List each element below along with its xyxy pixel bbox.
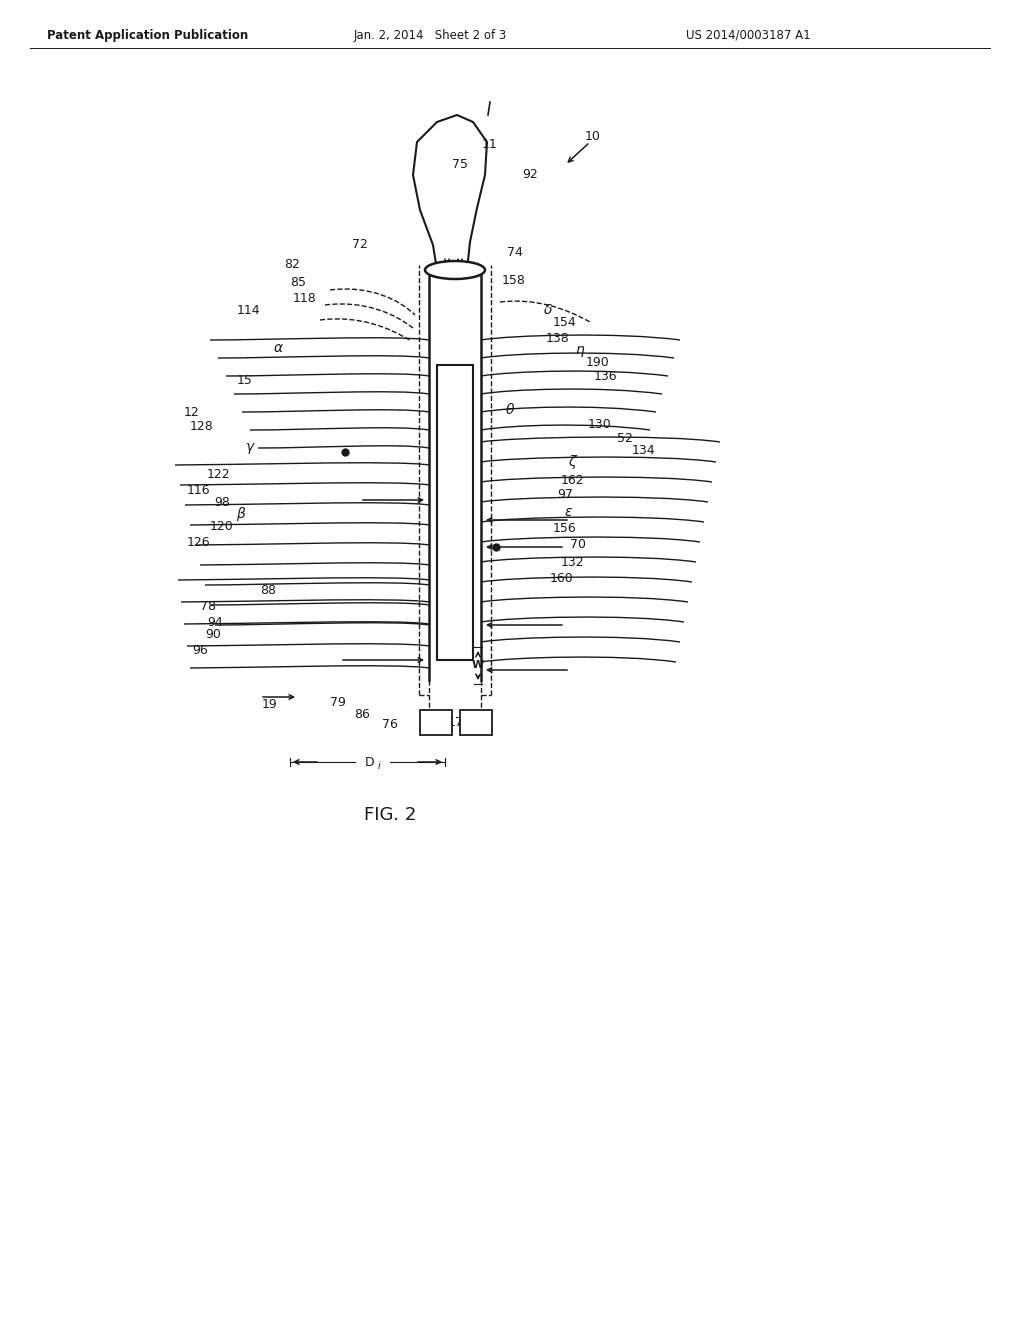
Text: W: W: [472, 660, 484, 671]
Text: 128: 128: [190, 421, 214, 433]
Text: 132: 132: [560, 556, 584, 569]
Text: η: η: [575, 343, 585, 356]
Text: 122: 122: [206, 469, 229, 482]
Text: 158: 158: [502, 273, 526, 286]
Text: 10: 10: [585, 131, 601, 144]
Text: 190: 190: [586, 355, 610, 368]
Text: D: D: [366, 755, 375, 768]
Text: 138: 138: [546, 331, 570, 345]
Bar: [460, 710, 492, 735]
Text: Jan. 2, 2014   Sheet 2 of 3: Jan. 2, 2014 Sheet 2 of 3: [353, 29, 507, 41]
Text: 12: 12: [184, 405, 200, 418]
Text: 75: 75: [452, 158, 468, 172]
Text: 15: 15: [238, 374, 253, 387]
Text: 72: 72: [352, 239, 368, 252]
Text: 92: 92: [522, 169, 538, 181]
Text: o: o: [432, 717, 440, 730]
Text: 76: 76: [382, 718, 398, 731]
Text: 52: 52: [617, 432, 633, 445]
Text: 78: 78: [200, 601, 216, 614]
Text: 114: 114: [237, 304, 260, 317]
Text: Patent Application Publication: Patent Application Publication: [47, 29, 249, 41]
Text: 178: 178: [449, 715, 472, 729]
Text: γ: γ: [246, 440, 254, 454]
Text: 134: 134: [631, 444, 654, 457]
Text: 94: 94: [207, 615, 223, 628]
Text: US 2014/0003187 A1: US 2014/0003187 A1: [686, 29, 810, 41]
Text: i: i: [378, 762, 381, 771]
Text: 182: 182: [420, 723, 443, 737]
Text: 70: 70: [570, 539, 586, 552]
Text: ε: ε: [564, 506, 571, 519]
Bar: [437, 366, 473, 660]
Text: 86: 86: [354, 709, 370, 722]
Text: 126: 126: [186, 536, 210, 549]
Text: 85: 85: [290, 276, 306, 289]
Text: 19: 19: [262, 698, 278, 711]
Text: 74: 74: [507, 246, 523, 259]
Text: FIG. 2: FIG. 2: [364, 807, 416, 824]
Text: 116: 116: [186, 483, 210, 496]
Text: 11: 11: [482, 139, 498, 152]
Text: β: β: [236, 507, 245, 521]
Ellipse shape: [425, 261, 485, 279]
Text: o: o: [472, 717, 480, 730]
Text: 154: 154: [553, 315, 577, 329]
Text: δ: δ: [544, 304, 552, 317]
Text: 120: 120: [210, 520, 233, 533]
Text: 160: 160: [550, 572, 573, 585]
Text: 118: 118: [293, 292, 316, 305]
Text: 96: 96: [193, 644, 208, 656]
Text: 79: 79: [330, 696, 346, 709]
Bar: [420, 710, 452, 735]
Text: α: α: [273, 341, 283, 355]
Text: 97: 97: [557, 488, 573, 502]
Text: 98: 98: [214, 495, 230, 508]
Text: 162: 162: [560, 474, 584, 487]
Text: 136: 136: [593, 371, 616, 384]
Text: 88: 88: [260, 583, 276, 597]
Text: 82: 82: [284, 259, 300, 272]
Text: θ: θ: [506, 403, 514, 417]
Text: 130: 130: [588, 418, 612, 432]
Text: 156: 156: [553, 521, 577, 535]
Text: 90: 90: [205, 628, 221, 642]
Text: ζ: ζ: [568, 455, 575, 469]
